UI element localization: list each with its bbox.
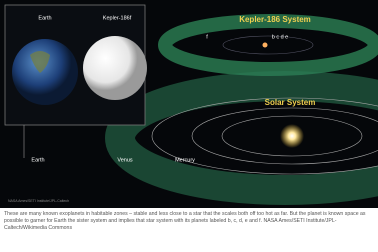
illustration: Earth Kepler-186f f b c d e Earth Venus … (0, 0, 378, 208)
label: Earth (31, 157, 44, 163)
title: Solar System (265, 98, 316, 107)
page: {"inset":{"left_label":"Earth","right_la… (0, 0, 378, 252)
kepler-186f-image (83, 36, 147, 100)
sun (280, 124, 304, 148)
label: Kepler-186f (103, 15, 132, 21)
earth-image (12, 39, 78, 105)
label: Earth (38, 15, 51, 21)
label: Venus (117, 157, 133, 163)
title: Kepler-186 System (239, 15, 311, 24)
star (263, 43, 268, 48)
credit: NASA Ames/SETI Institute/JPL-Caltech (8, 199, 69, 203)
label: Mercury (175, 157, 195, 163)
label: b c d e (272, 34, 289, 40)
caption: These are many known exoplanets in habit… (4, 211, 374, 232)
